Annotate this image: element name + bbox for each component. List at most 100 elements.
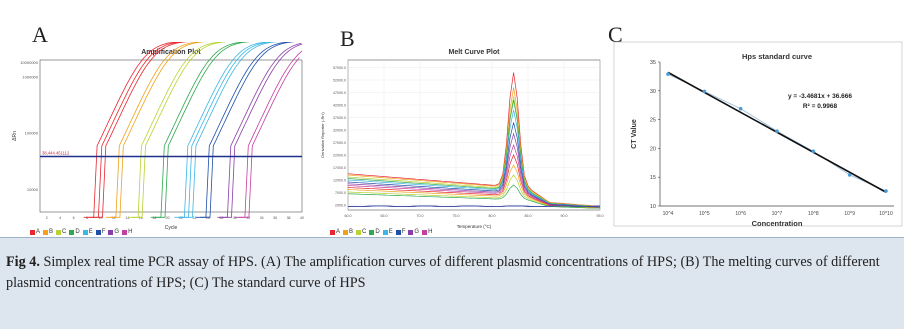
y-tick-label: 35 [650, 60, 656, 66]
x-tick-label: 22 [179, 216, 183, 220]
x-tick-label: 10^5 [699, 211, 710, 217]
x-tick-label: 20 [166, 216, 170, 220]
legend-item: H [422, 229, 432, 235]
legend-swatch [356, 229, 362, 235]
legend-label: E [388, 229, 393, 235]
legend-label: A [336, 229, 341, 235]
legend-swatch [369, 229, 375, 235]
legend-swatch [82, 229, 88, 235]
legend-swatch [343, 229, 349, 235]
x-tick-label: 10^7 [772, 211, 783, 217]
melt-curve [347, 143, 601, 208]
amplification-curve [234, 50, 303, 218]
legend-item: D [369, 229, 380, 235]
y-tick-label: 100000 [25, 131, 39, 136]
legend-item: D [69, 229, 80, 235]
legend-item: F [395, 229, 406, 235]
legend-label: F [401, 229, 406, 235]
x-tick-label: 40 [300, 216, 304, 220]
legend-item: E [382, 229, 393, 235]
x-tick-label: 2 [46, 216, 48, 220]
x-tick-label: 8 [86, 216, 88, 220]
amplification-curve [199, 42, 296, 218]
y-tick-label: 27000.0 [333, 141, 346, 145]
amplification-curve [217, 42, 302, 218]
legend-item: C [56, 229, 66, 235]
panel-label-a: A [32, 22, 48, 47]
legend-swatch [95, 229, 101, 235]
x-tick-label: 10^10 [879, 211, 893, 217]
amplification-legend: A B C D E F G H [30, 229, 132, 235]
x-tick-label: 30 [233, 216, 237, 220]
x-tick-label: 28 [219, 216, 223, 220]
legend-swatch [43, 229, 49, 235]
amplification-curve [182, 42, 278, 218]
legend-item: B [43, 229, 53, 235]
legend-swatch [30, 229, 35, 235]
legend-swatch [395, 229, 401, 235]
legend-swatch [69, 229, 75, 235]
amplification-plot: Amplification PlotCycleΔRn10000000100000… [12, 42, 304, 231]
y-tick-label: 22000.0 [333, 153, 346, 157]
legend-label: C [62, 229, 67, 235]
caption-text: Fig 4. Simplex real time PCR assay of HP… [6, 252, 898, 294]
x-tick-label: 80.0 [489, 214, 496, 218]
legend-swatch [122, 229, 128, 235]
y-axis-label: CT Value [631, 119, 638, 149]
legend-label: H [428, 229, 433, 235]
y-tick-label: 47000.0 [333, 91, 346, 95]
data-point [666, 72, 670, 76]
y-tick-label: 20 [650, 146, 656, 152]
y-tick-label: 25 [650, 118, 656, 124]
chart-title: Melt Curve Plot [449, 49, 501, 56]
amplification-curve [105, 42, 202, 218]
y-tick-label: 12000.0 [333, 178, 346, 182]
x-tick-label: 90.0 [561, 214, 568, 218]
amplification-curve [92, 42, 188, 218]
y-tick-label: 10000000 [20, 60, 39, 65]
r-squared: R² = 0.9968 [803, 103, 838, 110]
legend-item: C [356, 229, 366, 235]
y-tick-label: 2000.0 [335, 203, 346, 207]
amplification-curve [128, 42, 224, 218]
data-point [884, 189, 888, 193]
x-axis-label: Cycle [165, 225, 178, 231]
x-axis-label: Concentration [752, 219, 803, 228]
legend-swatch [422, 229, 428, 235]
y-tick-label: 1000000 [22, 74, 38, 79]
x-tick-label: 10^9 [844, 211, 855, 217]
melt-curve [347, 109, 601, 208]
amplification-curve [174, 42, 270, 218]
plot-area [347, 59, 601, 211]
legend-item: E [82, 229, 93, 235]
chart-frame [613, 41, 903, 227]
legend-item: F [95, 229, 105, 235]
amplification-curve [132, 42, 228, 218]
x-tick-label: 10^8 [808, 211, 819, 217]
legend-swatch [108, 229, 114, 235]
amplification-curve [109, 42, 206, 218]
legend-swatch [56, 229, 62, 235]
x-tick-label: 32 [246, 216, 250, 220]
legend-swatch [382, 229, 388, 235]
legend-label: H [128, 229, 133, 235]
x-tick-label: 16 [139, 216, 143, 220]
panel-label-c: C [608, 22, 623, 47]
data-point [775, 129, 779, 133]
amplification-curve [238, 57, 300, 218]
threshold-label: 38,444.451112 [42, 151, 70, 156]
x-tick-label: 12 [112, 216, 116, 220]
melt-curve [347, 87, 601, 207]
x-tick-label: 6 [73, 216, 75, 220]
y-tick-label: 10 [650, 204, 656, 210]
data-point [847, 173, 852, 177]
legend-label: C [362, 229, 367, 235]
melt-legend: A B C D E F G H [330, 229, 432, 235]
y-tick-label: 10000 [27, 187, 39, 192]
legend-item: A [30, 229, 40, 235]
legend-swatch [330, 229, 335, 235]
legend-label: D [375, 229, 380, 235]
x-tick-label: 24 [193, 216, 197, 220]
amplification-curve [195, 42, 292, 218]
y-tick-label: 42000.0 [333, 103, 346, 107]
